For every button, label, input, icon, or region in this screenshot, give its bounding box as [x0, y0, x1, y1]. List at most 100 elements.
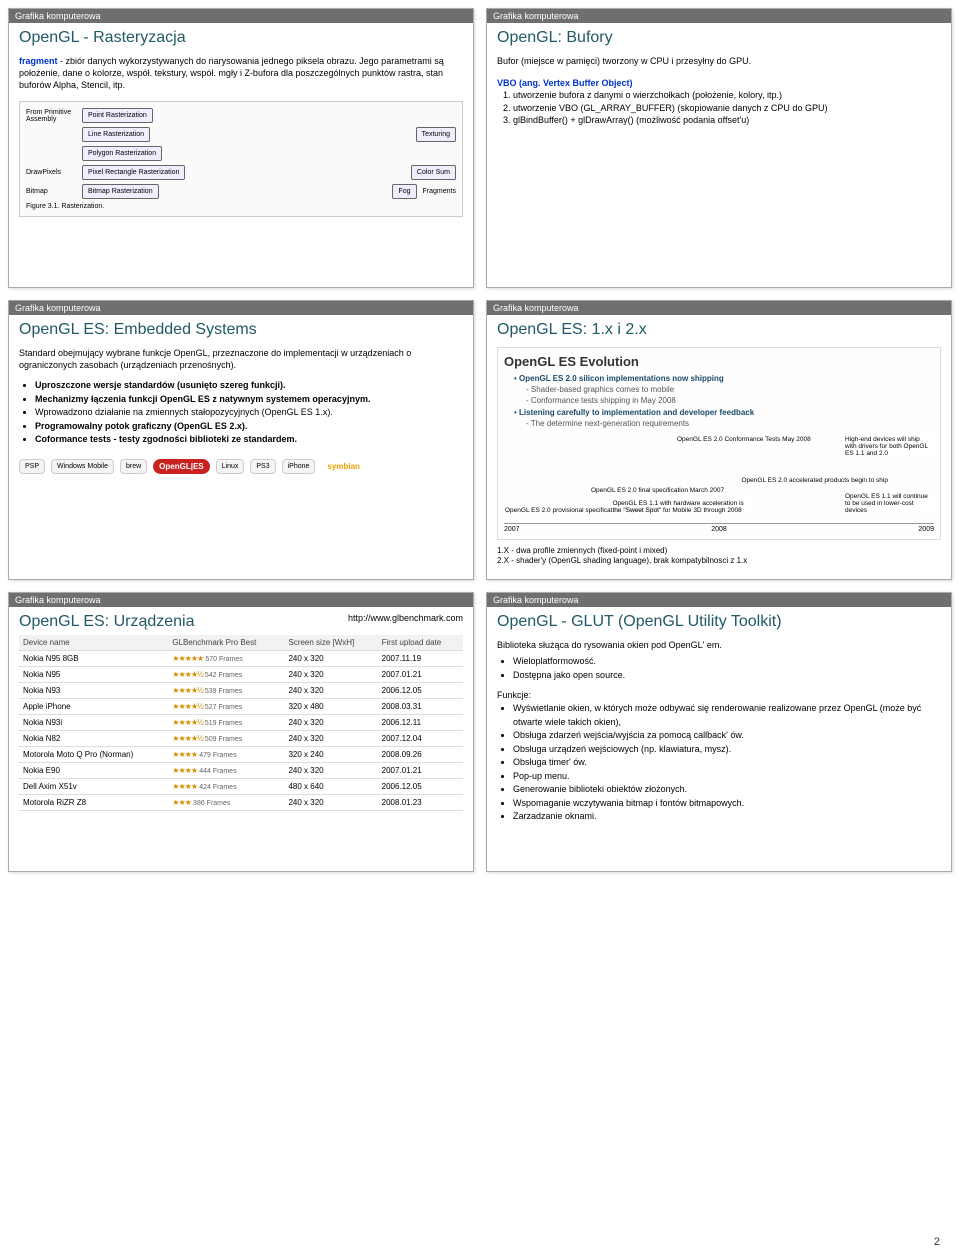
benchmark-score: ★★★★ 479 Frames	[168, 747, 284, 763]
body-text: fragment - zbiór danych wykorzystywanych…	[19, 55, 463, 91]
rasterization-diagram: From Primitive Assembly Point Rasterizat…	[19, 101, 463, 217]
table-row: Nokia N93i★★★★½ 519 Frames240 x 3202006.…	[19, 715, 463, 731]
screen-size: 240 x 320	[284, 651, 377, 667]
evo-item: Listening carefully to implementation an…	[519, 408, 754, 417]
vbo-steps: utworzenie bufora z danymi o wierzchołka…	[497, 89, 941, 127]
upload-date: 2007.01.21	[378, 667, 463, 683]
chart-label: OpenGL ES 2.0 final specification March …	[590, 486, 725, 495]
evo-subitem: - The determine next-generation requirem…	[514, 418, 934, 429]
linux-icon: Linux	[216, 459, 245, 474]
slide-header: Grafika komputerowa	[487, 593, 951, 607]
device-name: Nokia E90	[19, 763, 168, 779]
box-fog: Fog	[392, 184, 416, 199]
slide-title: OpenGL ES: 1.x i 2.x	[497, 321, 941, 339]
vbo-heading: VBO (ang. Vertex Buffer Object)	[497, 77, 941, 89]
year-label: 2009	[918, 526, 934, 533]
benchmark-score: ★★★★½ 539 Frames	[168, 683, 284, 699]
table-row: Nokia N95 8GB★★★★★ 570 Frames240 x 32020…	[19, 651, 463, 667]
year-label: 2008	[711, 526, 727, 533]
glut-functions: Wyświetlanie okien, w których może odbyw…	[497, 702, 941, 824]
evolution-chart: OpenGL ES Evolution • OpenGL ES 2.0 sili…	[497, 347, 941, 540]
chart-label: OpenGL ES 1.1 will continue to be used i…	[844, 492, 934, 515]
lead-rest: - zbiór danych wykorzystywanych do narys…	[19, 56, 444, 90]
screen-size: 320 x 480	[284, 699, 377, 715]
list-item: Obsługa urządzeń wejściowych (np. klawia…	[513, 743, 941, 757]
screen-size: 320 x 240	[284, 747, 377, 763]
chart-label: High-end devices will ship with drivers …	[844, 435, 934, 458]
upload-date: 2006.12.05	[378, 779, 463, 795]
benchmark-score: ★★★★ 444 Frames	[168, 763, 284, 779]
list-item: Dostępna jako open source.	[513, 669, 941, 683]
box-point: Point Rasterization	[82, 108, 153, 123]
diagram-caption: Figure 3.1. Rasterization.	[26, 203, 456, 210]
label-from: From Primitive Assembly	[26, 109, 76, 123]
psp-icon: PSP	[19, 459, 45, 474]
slide-header: Grafika komputerowa	[487, 301, 951, 315]
table-row: Motorola Moto Q Pro (Norman)★★★★ 479 Fra…	[19, 747, 463, 763]
slide-header: Grafika komputerowa	[487, 9, 951, 23]
device-name: Nokia N93	[19, 683, 168, 699]
device-name: Nokia N95	[19, 667, 168, 683]
list-item: Wyświetlanie okien, w których może odbyw…	[513, 702, 941, 729]
table-row: Nokia E90★★★★ 444 Frames240 x 3202007.01…	[19, 763, 463, 779]
list-item: Wieloplatformowość.	[513, 655, 941, 669]
device-name: Nokia N82	[19, 731, 168, 747]
list-item: Uproszczone wersje standardów (usunięto …	[35, 379, 463, 393]
device-name: Apple iPhone	[19, 699, 168, 715]
windows-mobile-icon: Windows Mobile	[51, 459, 114, 474]
benchmark-url: http://www.glbenchmark.com	[348, 613, 463, 623]
list-item: Coformance tests - testy zgodności bibli…	[35, 433, 463, 447]
device-name: Motorola RiZR Z8	[19, 795, 168, 811]
upload-date: 2007.01.21	[378, 763, 463, 779]
table-row: Dell Axim X51v★★★★ 424 Frames480 x 64020…	[19, 779, 463, 795]
benchmark-score: ★★★★½ 519 Frames	[168, 715, 284, 731]
screen-size: 240 x 320	[284, 795, 377, 811]
slide-title: OpenGL ES: Embedded Systems	[19, 321, 463, 339]
box-line: Line Rasterization	[82, 127, 150, 142]
slide-bufory: Grafika komputerowa OpenGL: Bufory Bufor…	[486, 8, 952, 288]
list-item: Programowalny potok graficzny (OpenGL ES…	[35, 420, 463, 434]
screen-size: 240 x 320	[284, 683, 377, 699]
upload-date: 2008.09.26	[378, 747, 463, 763]
table-row: Nokia N82★★★★½ 509 Frames240 x 3202007.1…	[19, 731, 463, 747]
label-fragments: Fragments	[423, 188, 456, 195]
list-item: Wprowadzono działanie na zmiennych stało…	[35, 406, 463, 420]
benchmark-score: ★★★★★ 570 Frames	[168, 651, 284, 667]
device-name: Nokia N95 8GB	[19, 651, 168, 667]
upload-date: 2007.12.04	[378, 731, 463, 747]
benchmark-score: ★★★★ 424 Frames	[168, 779, 284, 795]
ps3-icon: PS3	[250, 459, 275, 474]
list-item: Generowanie biblioteki obiektów złożonyc…	[513, 783, 941, 797]
slide-title: OpenGL: Bufory	[497, 29, 941, 47]
slide-title: OpenGL - GLUT (OpenGL Utility Toolkit)	[497, 613, 941, 631]
slide-es-embedded: Grafika komputerowa OpenGL ES: Embedded …	[8, 300, 474, 580]
list-item: Obsługa zdarzeń wejścia/wyjścia za pomoc…	[513, 729, 941, 743]
opengl-es-icon: OpenGL|ES	[153, 459, 209, 474]
footnote: 1.X - dwa profile zmiennych (fixed-point…	[497, 546, 941, 567]
slide-glut: Grafika komputerowa OpenGL - GLUT (OpenG…	[486, 592, 952, 872]
screen-size: 240 x 320	[284, 731, 377, 747]
slide-rasteryzacja: Grafika komputerowa OpenGL - Rasteryzacj…	[8, 8, 474, 288]
slide-title: OpenGL ES: Urządzenia	[19, 613, 195, 630]
buffer-desc: Bufor (miejsce w pamięci) tworzony w CPU…	[497, 55, 941, 67]
table-row: Motorola RiZR Z8★★★ 386 Frames240 x 3202…	[19, 795, 463, 811]
device-name: Dell Axim X51v	[19, 779, 168, 795]
screen-size: 240 x 320	[284, 667, 377, 683]
chart-label: OpenGL ES 2.0 Conformance Tests May 2008	[676, 435, 812, 444]
table-header-row: Device name GLBenchmark Pro Best Screen …	[19, 635, 463, 651]
upload-date: 2006.12.11	[378, 715, 463, 731]
timeline-years: 2007 2008 2009	[504, 523, 934, 533]
label-drawpixels: DrawPixels	[26, 169, 76, 176]
es-features: Uproszczone wersje standardów (usunięto …	[19, 379, 463, 447]
box-pixel: Pixel Rectangle Rasterization	[82, 165, 185, 180]
funcs-heading: Funkcje:	[497, 690, 941, 700]
table-row: Nokia N93★★★★½ 539 Frames240 x 3202006.1…	[19, 683, 463, 699]
devices-table: Device name GLBenchmark Pro Best Screen …	[19, 635, 463, 811]
chart-label: OpenGL ES 1.1 with hardware acceleration…	[612, 499, 752, 515]
box-poly: Polygon Rasterization	[82, 146, 162, 161]
list-item: Obsługa timer' ów.	[513, 756, 941, 770]
device-name: Nokia N93i	[19, 715, 168, 731]
col-device: Device name	[19, 635, 168, 651]
platform-icons: PSP Windows Mobile brew OpenGL|ES Linux …	[19, 459, 463, 474]
vbo-step: glBindBuffer() + glDrawArray() (możliwoś…	[513, 114, 941, 127]
